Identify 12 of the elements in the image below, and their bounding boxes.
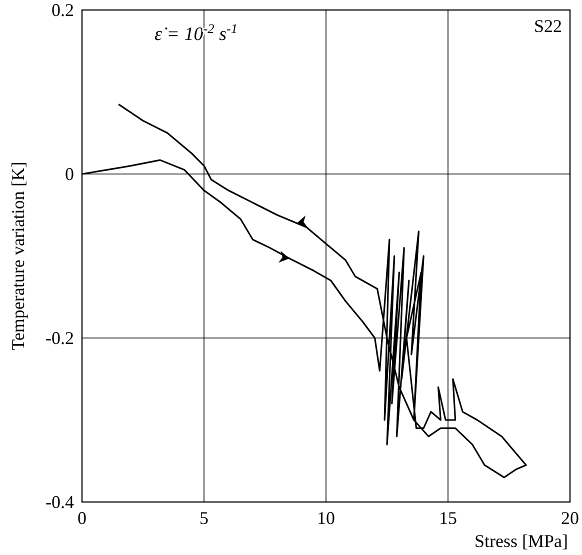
x-tick-label: 20 <box>561 508 579 528</box>
x-tick-label: 5 <box>200 508 208 528</box>
x-tick-label: 10 <box>317 508 335 528</box>
x-tick-label: 0 <box>78 508 86 528</box>
x-tick-label: 15 <box>439 508 457 528</box>
y-axis-title: Temperature variation [K] <box>8 162 28 350</box>
y-tick-label: -0.4 <box>46 492 74 512</box>
y-tick-label: 0 <box>65 164 74 184</box>
annotation: S22 <box>534 16 562 36</box>
y-tick-label: 0.2 <box>52 0 74 20</box>
y-tick-label: -0.2 <box>46 328 74 348</box>
x-axis-title: Stress [MPa] <box>474 531 568 551</box>
